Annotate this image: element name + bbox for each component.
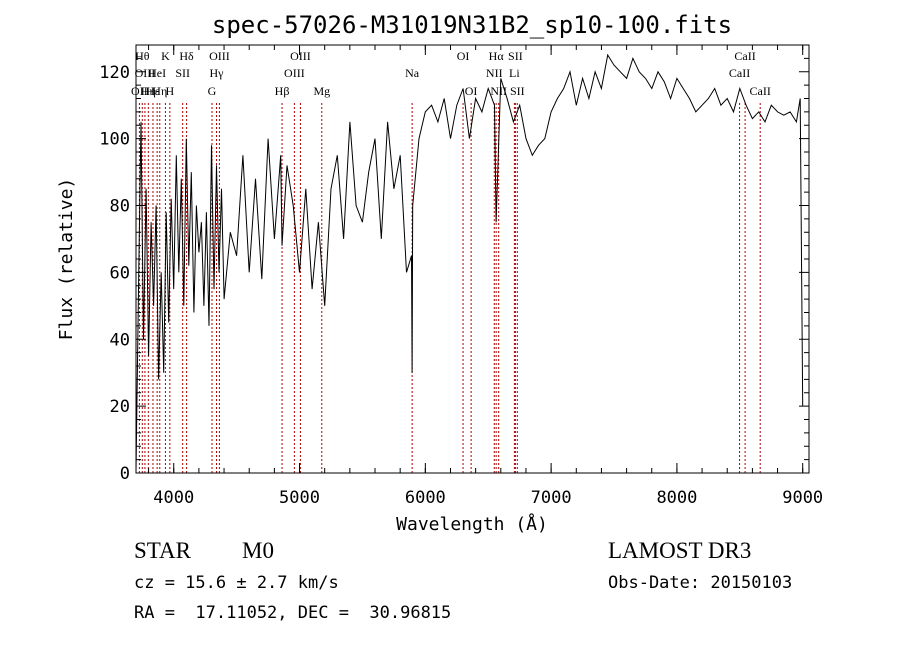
y-tick-label: 0	[120, 464, 130, 484]
y-tick-label: 60	[110, 263, 130, 283]
marker-label: Mg	[313, 84, 330, 98]
subclass-label: M0	[242, 538, 274, 563]
plot-frame	[135, 44, 810, 474]
x-tick-label: 5000	[279, 488, 320, 508]
x-tick-label: 8000	[656, 488, 697, 508]
y-tick-label: 20	[110, 397, 130, 417]
marker-label: K	[161, 49, 170, 63]
x-axis-label: Wavelength (Å)	[396, 513, 548, 535]
chart-title: spec-57026-M31019N31B2_sp10-100.fits	[212, 11, 732, 39]
marker-label: OIII	[284, 66, 305, 80]
class-label: STAR	[134, 538, 191, 563]
marker-label: Hγ	[210, 66, 225, 80]
marker-label: CaII	[729, 66, 750, 80]
marker-label: OIII	[290, 49, 311, 63]
redshift-text: cz = 15.6 ± 2.7 km/s	[134, 573, 339, 593]
marker-label: OIII	[135, 66, 156, 80]
coordinates-text: RA = 17.11052, DEC = 30.96815	[134, 603, 452, 623]
y-axis-label: Flux (relative)	[56, 178, 77, 341]
x-axis-ticks: 4000 5000 6000 7000 8000 9000	[148, 45, 823, 508]
marker-label: OII	[131, 84, 148, 98]
marker-label: CaII	[734, 49, 755, 63]
y-tick-label: 40	[110, 330, 130, 350]
marker-label: CaII	[750, 84, 771, 98]
marker-label: SII	[510, 84, 525, 98]
spectrum-line	[135, 53, 804, 474]
y-axis-ticks: 0 20 40 60 80 100 120	[99, 57, 809, 484]
marker-label: Hη	[141, 84, 156, 98]
marker-label: H	[166, 84, 175, 98]
marker-label: OI	[457, 49, 470, 63]
y-tick-label: 80	[110, 197, 130, 217]
y-tick-label: 100	[99, 130, 130, 150]
marker-label: SII	[175, 66, 190, 80]
survey-label: LAMOST DR3	[608, 538, 752, 563]
marker-label: OIII	[209, 49, 230, 63]
marker-label: NII	[486, 66, 503, 80]
marker-label: Li	[509, 66, 520, 80]
marker-label: Hε	[146, 84, 160, 98]
marker-label: Hδ	[179, 49, 194, 63]
x-tick-label: 4000	[153, 488, 194, 508]
marker-label: Hβ	[275, 84, 290, 98]
obs-date-text: Obs-Date: 20150103	[608, 573, 793, 593]
x-tick-label: 9000	[782, 488, 823, 508]
y-tick-label: 120	[99, 63, 130, 83]
marker-label: Hθ	[135, 49, 150, 63]
x-tick-label: 7000	[531, 488, 572, 508]
x-tick-label: 6000	[405, 488, 446, 508]
marker-label: Hη	[152, 84, 167, 98]
marker-label: OI	[465, 84, 478, 98]
spectrum-series	[135, 53, 804, 474]
marker-label: HeI	[148, 66, 166, 80]
marker-label: SII	[508, 49, 523, 63]
line-markers: OIIHθOIIIHηHεHeIHηKHSIIHδGHγOIIIHβOIIIOI…	[131, 49, 771, 473]
marker-label: Na	[405, 66, 420, 80]
marker-label: G	[208, 84, 217, 98]
marker-label: Hα	[489, 49, 505, 63]
marker-label: NII	[490, 84, 507, 98]
